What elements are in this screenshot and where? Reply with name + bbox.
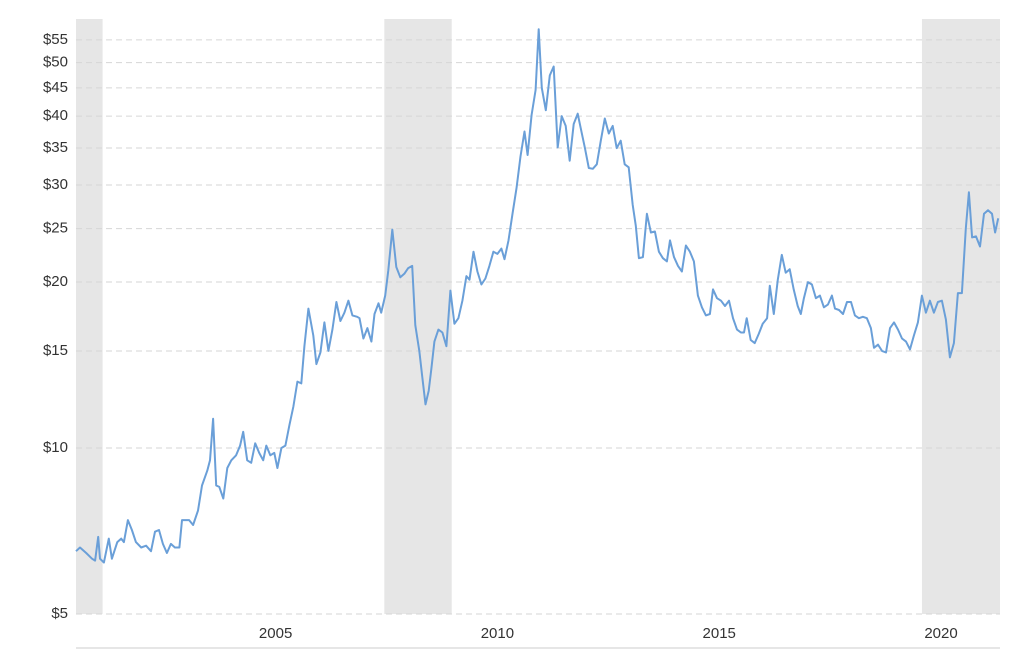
recession-band bbox=[921, 19, 1000, 614]
y-tick-label: $50 bbox=[43, 54, 68, 71]
price-line bbox=[75, 28, 1000, 564]
y-tick-label: $30 bbox=[43, 176, 68, 193]
y-tick-label: $15 bbox=[43, 342, 68, 359]
x-tick-label: 2015 bbox=[703, 625, 736, 642]
y-tick-label: $10 bbox=[43, 439, 68, 456]
y-tick-label: $40 bbox=[43, 107, 68, 124]
recession-band bbox=[384, 19, 452, 614]
x-tick-label: 2005 bbox=[259, 625, 292, 642]
y-tick-label: $5 bbox=[51, 605, 68, 622]
x-tick-label: 2010 bbox=[481, 625, 514, 642]
y-tick-label: $20 bbox=[43, 273, 68, 290]
recession-band bbox=[76, 19, 103, 614]
x-tick-label: 2020 bbox=[924, 625, 957, 642]
y-tick-label: $25 bbox=[43, 220, 68, 237]
y-tick-label: $45 bbox=[43, 79, 68, 96]
y-tick-label: $35 bbox=[43, 139, 68, 156]
y-tick-label: $55 bbox=[43, 31, 68, 48]
